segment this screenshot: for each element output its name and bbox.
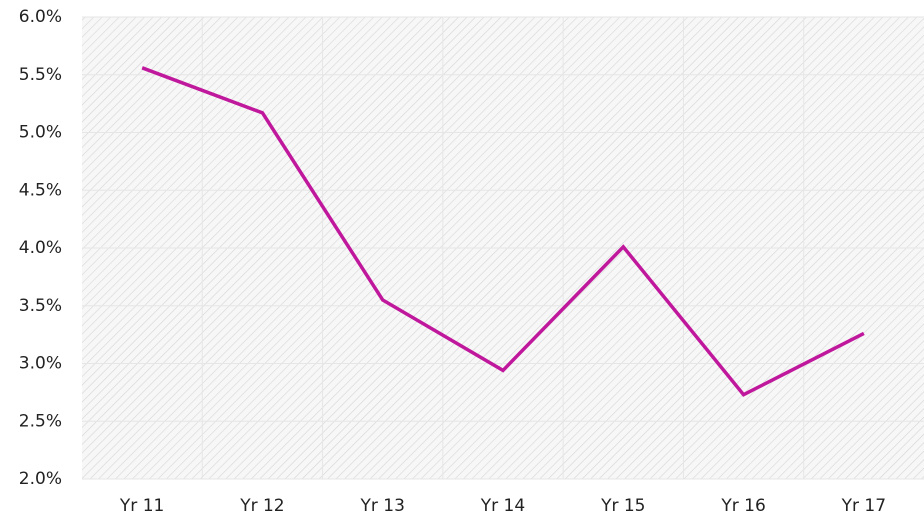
y-tick-label: 5.0% xyxy=(19,123,62,143)
x-tick-label: Yr 17 xyxy=(841,496,886,516)
y-tick-label: 6.0% xyxy=(19,7,62,27)
y-tick-label: 5.5% xyxy=(19,65,62,85)
x-tick-label: Yr 11 xyxy=(119,496,164,516)
y-tick-label: 4.0% xyxy=(19,238,62,258)
y-tick-label: 2.5% xyxy=(19,411,62,431)
x-tick-label: Yr 16 xyxy=(720,496,765,516)
y-tick-label: 3.0% xyxy=(19,354,62,374)
x-tick-label: Yr 12 xyxy=(239,496,284,516)
x-tick-label: Yr 13 xyxy=(360,496,405,516)
x-tick-label: Yr 14 xyxy=(480,496,525,516)
y-tick-label: 3.5% xyxy=(19,296,62,316)
line-series xyxy=(141,66,865,397)
x-tick-label: Yr 15 xyxy=(600,496,645,516)
y-tick-label: 2.0% xyxy=(19,469,62,489)
y-tick-label: 4.5% xyxy=(19,180,62,200)
